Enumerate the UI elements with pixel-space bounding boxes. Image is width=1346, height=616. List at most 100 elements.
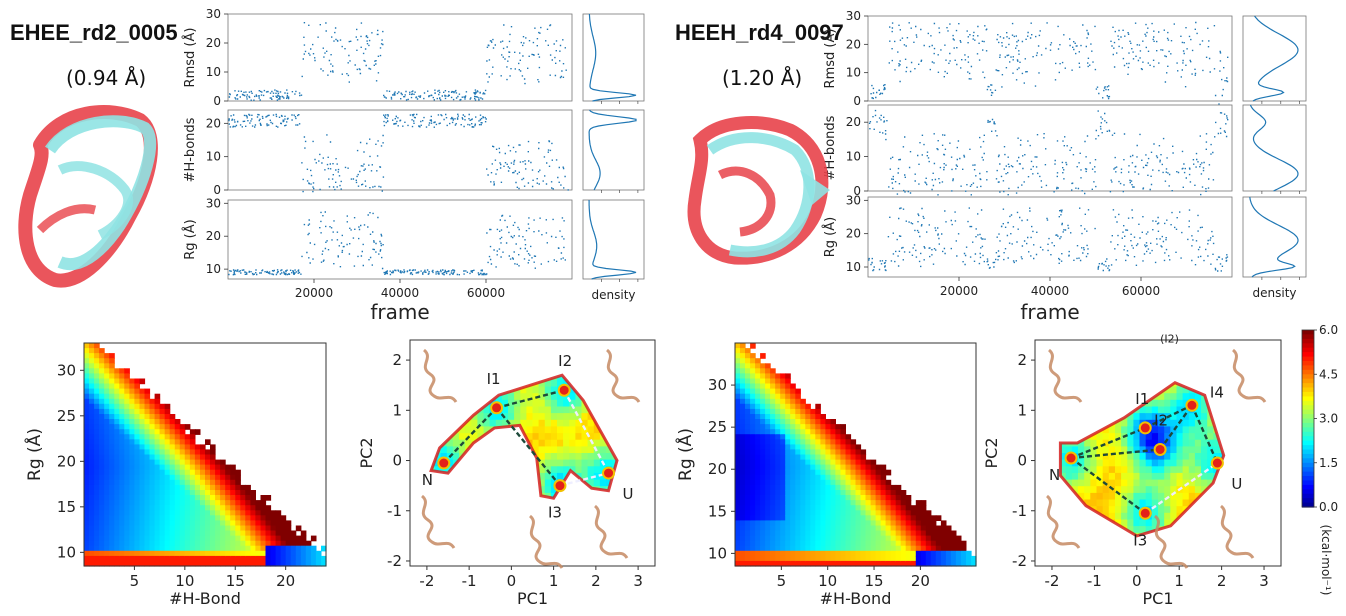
fes-cell xyxy=(770,555,776,562)
fes-cell xyxy=(260,525,267,532)
fes-cell xyxy=(1182,492,1190,501)
fes-cell xyxy=(532,399,540,407)
fes-cell xyxy=(800,484,806,491)
fes-cell xyxy=(109,439,115,445)
fes-cell xyxy=(745,454,751,461)
fes-cell xyxy=(795,398,801,405)
fes-cell xyxy=(830,454,836,461)
x-tick-label: -2 xyxy=(419,572,434,590)
fes-cell xyxy=(189,505,196,511)
x-axis-label: #H-Bond xyxy=(169,589,241,608)
fes-cell xyxy=(149,464,156,471)
fes-cell xyxy=(745,484,751,491)
fes-cell xyxy=(200,540,206,547)
fes-cell xyxy=(880,545,887,552)
fes-cell xyxy=(940,535,947,542)
fes-cell xyxy=(557,459,564,467)
fes-cell xyxy=(305,545,312,552)
fes-cell xyxy=(815,424,821,430)
fes-cell xyxy=(750,515,756,521)
fes-cell xyxy=(830,560,836,567)
fes-cell xyxy=(845,500,852,506)
fes-cell xyxy=(1182,446,1190,454)
fes-cell xyxy=(825,479,831,486)
fes-cell xyxy=(925,515,932,521)
fes-cell xyxy=(139,403,146,410)
fes-cell xyxy=(544,413,552,421)
fes-cell xyxy=(1096,486,1104,494)
fes-cell xyxy=(1115,439,1122,447)
fes-cell xyxy=(755,419,761,425)
fes-cell xyxy=(569,466,576,474)
fes-cell xyxy=(606,459,613,467)
fes-cell xyxy=(785,469,791,476)
fes-cell xyxy=(795,560,801,567)
fes-cell xyxy=(735,383,741,390)
fes-cell xyxy=(104,459,110,466)
fes-cell xyxy=(795,434,801,440)
fes-cell xyxy=(790,444,796,451)
fes-cell xyxy=(189,555,196,562)
fes-cell xyxy=(820,439,826,445)
fes-cell xyxy=(84,490,90,496)
fes-cell xyxy=(174,454,181,461)
fes-cell xyxy=(119,484,125,491)
fes-cell xyxy=(885,530,892,537)
fes-cell xyxy=(275,560,282,567)
fes-cell xyxy=(275,530,282,537)
fes-cell xyxy=(179,535,186,542)
fes-cell xyxy=(795,393,801,400)
fes-cell xyxy=(225,464,231,471)
fes-cell xyxy=(94,358,100,364)
fes-cell xyxy=(159,444,166,451)
fes-cell xyxy=(1121,499,1128,507)
fes-cell xyxy=(740,479,746,486)
fes-cell xyxy=(109,419,115,425)
fes-cell xyxy=(465,439,472,447)
fes-cell xyxy=(109,429,115,435)
fes-cell xyxy=(815,429,821,435)
fes-cell xyxy=(220,540,226,547)
fes-cell xyxy=(765,398,771,405)
fes-cell xyxy=(735,348,741,354)
fes-cell xyxy=(124,403,130,410)
fes-cell xyxy=(109,403,115,410)
fes-cell xyxy=(820,479,826,486)
fes-cell xyxy=(775,429,781,435)
fes-cell xyxy=(780,540,786,547)
fes-cell xyxy=(114,408,120,415)
fes-cell xyxy=(835,515,841,521)
fes-cell xyxy=(550,433,558,441)
fes-cell xyxy=(94,388,100,395)
fes-cell xyxy=(164,454,171,461)
fes-cell xyxy=(865,474,872,481)
fes-cell xyxy=(820,560,826,567)
fes-cell xyxy=(154,550,161,557)
fes-cell xyxy=(260,495,267,501)
fes-cell xyxy=(775,439,781,445)
fes-cell xyxy=(735,343,741,349)
fes-cell xyxy=(920,540,927,547)
fes-cell xyxy=(1145,459,1153,467)
fes-cell xyxy=(210,469,216,476)
fes-cell xyxy=(765,495,771,501)
fes-cell xyxy=(129,525,135,532)
fes-cell xyxy=(1145,519,1153,527)
fes-cell xyxy=(855,505,862,511)
fes-cell xyxy=(275,545,282,552)
fes-cell xyxy=(830,444,836,451)
fes-cell xyxy=(870,530,877,537)
fes-cell xyxy=(810,439,816,445)
fes-cell xyxy=(109,490,115,496)
y-tick-label: 25 xyxy=(708,418,727,436)
fes-cell xyxy=(159,459,166,466)
fes-cell xyxy=(169,459,176,466)
fes-cell xyxy=(210,464,216,471)
fes-cell xyxy=(1158,519,1165,527)
fes-cell xyxy=(940,540,947,547)
fes-cell xyxy=(84,469,90,476)
fes-cell xyxy=(955,560,962,567)
fes-cell xyxy=(750,535,756,542)
fes-cell xyxy=(1121,479,1128,487)
fes-cell xyxy=(587,479,595,487)
